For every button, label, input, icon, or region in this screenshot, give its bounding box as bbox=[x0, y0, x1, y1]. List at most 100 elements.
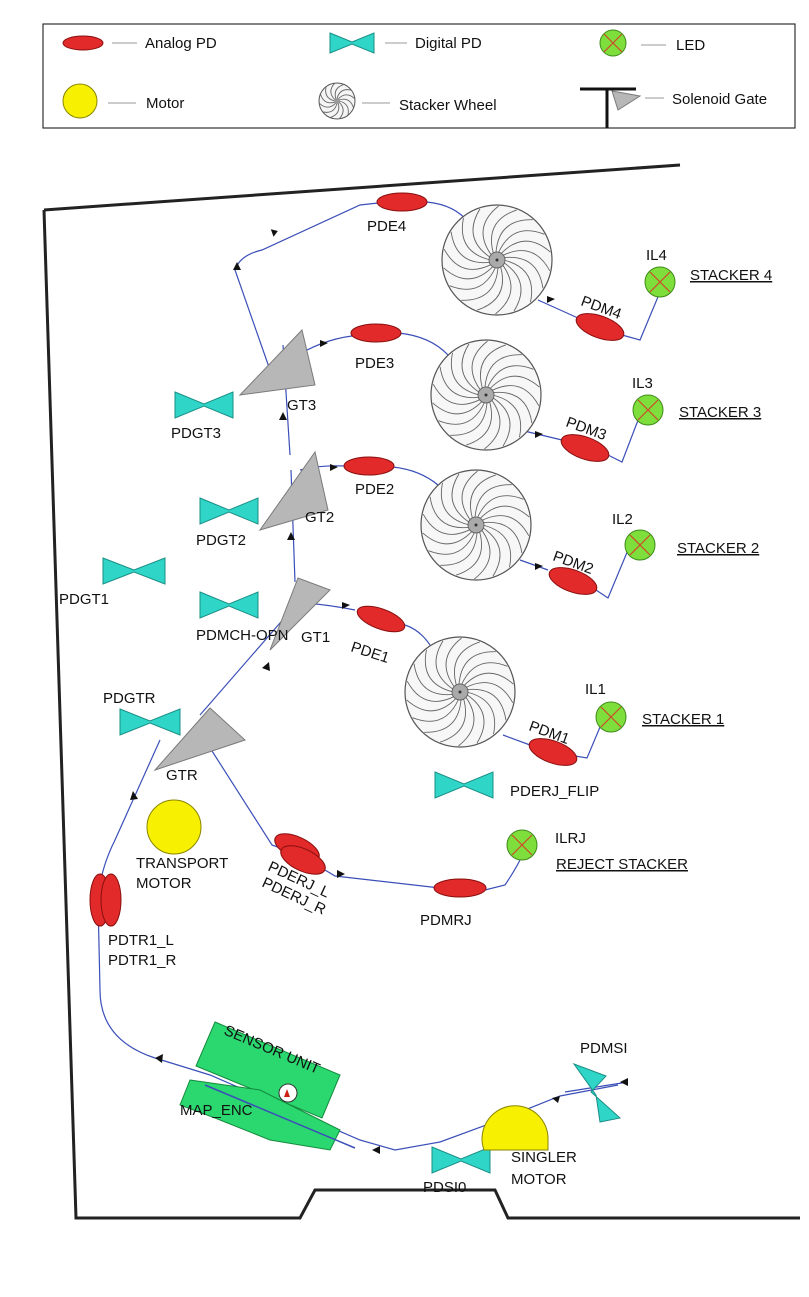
frame-top-edge bbox=[43, 163, 681, 212]
map-enc-pointer-icon bbox=[284, 1089, 290, 1097]
sensor-path-line bbox=[204, 1084, 356, 1149]
label-pdmch-opn: PDGT1 bbox=[59, 591, 109, 608]
analog-pd-pdm3 bbox=[560, 434, 610, 462]
legend-led-label: LED bbox=[676, 37, 705, 54]
frame-outline bbox=[42, 209, 800, 1220]
label-pde3: PDE3 bbox=[355, 355, 394, 372]
arrow-icon bbox=[547, 296, 555, 303]
label-transport-motor-line1: TRANSPORT bbox=[136, 855, 228, 872]
analog-pd-pde1 bbox=[356, 605, 406, 633]
gate-gtr-icon bbox=[153, 707, 246, 772]
digital-pd-pderj-flip bbox=[434, 771, 494, 799]
label-gtr: GTR bbox=[166, 767, 198, 784]
sensor-unit-lower bbox=[179, 1079, 341, 1151]
stacker-wheel-4-icon bbox=[441, 204, 553, 316]
label-pdgt1: PDMCH-OPN bbox=[196, 627, 289, 644]
motor-singler bbox=[481, 1105, 549, 1151]
arrow-icon bbox=[342, 602, 350, 609]
arrow-icon bbox=[320, 340, 328, 347]
analog-pd-pdm4 bbox=[575, 313, 625, 341]
legend-stacker-wheel-icon bbox=[318, 82, 356, 120]
path-arrows bbox=[99, 229, 628, 1154]
stacker-wheels bbox=[404, 204, 553, 748]
label-singler-motor-line1: SINGLER bbox=[511, 1149, 577, 1166]
label-il4: IL4 bbox=[646, 247, 667, 264]
analog-pd-pdm2 bbox=[548, 567, 598, 595]
analog-pd-pde3 bbox=[350, 323, 402, 343]
paper-path bbox=[97, 201, 661, 1151]
label-pdgt2: PDGT2 bbox=[196, 532, 246, 549]
label-pdsi0: PDSI0 bbox=[423, 1179, 466, 1196]
label-il3: IL3 bbox=[632, 375, 653, 392]
label-gt3: GT3 bbox=[287, 397, 316, 414]
stacker-wheel-1-icon bbox=[404, 636, 516, 748]
label-pdtr1-r: PDTR1_R bbox=[108, 952, 177, 969]
label-il2: IL2 bbox=[612, 511, 633, 528]
arrow-icon bbox=[130, 791, 138, 800]
stacker-wheel-2-icon bbox=[420, 469, 532, 581]
legend: Analog PD Digital PD LED Motor Stacker W… bbox=[42, 23, 796, 129]
label-gt2: GT2 bbox=[305, 509, 334, 526]
legend-led-icon bbox=[599, 29, 627, 57]
motor-transport bbox=[146, 799, 202, 855]
legend-motor-label: Motor bbox=[146, 95, 184, 112]
analog-pd-pdmrj bbox=[433, 878, 487, 898]
arrow-icon bbox=[287, 532, 295, 540]
label-pdmrj: PDMRJ bbox=[420, 912, 472, 929]
label-ilrj: ILRJ bbox=[555, 830, 586, 847]
arrow-icon bbox=[552, 1096, 560, 1103]
digital-pd-pdgtr bbox=[119, 708, 181, 736]
label-stacker-1: STACKER 1 bbox=[642, 711, 724, 728]
led-il2 bbox=[624, 529, 656, 561]
analog-pd-pdtr1-r bbox=[100, 873, 122, 927]
label-pde4: PDE4 bbox=[367, 218, 406, 235]
arrow-icon bbox=[620, 1078, 628, 1086]
label-pde2: PDE2 bbox=[355, 481, 394, 498]
gate-gt2-icon bbox=[258, 450, 329, 531]
legend-box bbox=[42, 23, 796, 129]
label-stacker-2: STACKER 2 bbox=[677, 540, 759, 557]
label-pdmsi: PDMSI bbox=[580, 1040, 628, 1057]
label-pdgt3: PDGT3 bbox=[171, 425, 221, 442]
digital-pd-pdgt1 bbox=[199, 591, 259, 619]
arrow-icon bbox=[233, 262, 241, 270]
analog-pd-pde4 bbox=[376, 192, 428, 212]
digital-pd-pdsi0 bbox=[431, 1146, 491, 1174]
led-ilrj bbox=[506, 829, 538, 861]
digital-pd-pdgt3 bbox=[174, 391, 234, 419]
legend-motor-icon bbox=[62, 83, 98, 119]
label-pdtr1-l: PDTR1_L bbox=[108, 932, 174, 949]
arrow-icon bbox=[270, 229, 278, 237]
label-singler-motor-line2: MOTOR bbox=[511, 1171, 567, 1188]
legend-solenoid-gate-icon bbox=[580, 87, 642, 128]
legend-digital-pd-label: Digital PD bbox=[415, 35, 482, 52]
digital-pd-pdmch-opn bbox=[102, 557, 166, 585]
led-il1 bbox=[595, 701, 627, 733]
label-il1: IL1 bbox=[585, 681, 606, 698]
arrow-icon bbox=[330, 464, 338, 471]
analog-pd-pderj-r bbox=[280, 845, 326, 875]
gate-gt1-icon bbox=[269, 577, 331, 651]
arrow-icon bbox=[535, 563, 543, 570]
label-reject-stacker: REJECT STACKER bbox=[556, 856, 688, 873]
legend-analog-pd-label: Analog PD bbox=[145, 35, 217, 52]
label-transport-motor-line2: MOTOR bbox=[136, 875, 192, 892]
sensor-unit-upper bbox=[195, 1021, 341, 1119]
digital-pd-pdmsi bbox=[572, 1062, 622, 1123]
arrow-icon bbox=[279, 412, 287, 420]
label-stacker-4: STACKER 4 bbox=[690, 267, 772, 284]
gate-gt3-icon bbox=[238, 328, 316, 396]
legend-solenoid-gate-label: Solenoid Gate bbox=[672, 91, 767, 108]
stacker-wheel-3-icon bbox=[430, 339, 542, 451]
legend-stacker-wheel-label: Stacker Wheel bbox=[399, 97, 497, 114]
arrow-icon bbox=[372, 1146, 380, 1154]
arrow-icon bbox=[262, 662, 270, 671]
legend-analog-pd-icon bbox=[62, 35, 104, 51]
arrow-icon bbox=[155, 1054, 163, 1063]
led-il4 bbox=[644, 266, 676, 298]
digital-pd-pdgt2 bbox=[199, 497, 259, 525]
analog-pd-pde2 bbox=[343, 456, 395, 476]
arrow-icon bbox=[337, 870, 345, 878]
label-pdgtr: PDGTR bbox=[103, 690, 156, 707]
